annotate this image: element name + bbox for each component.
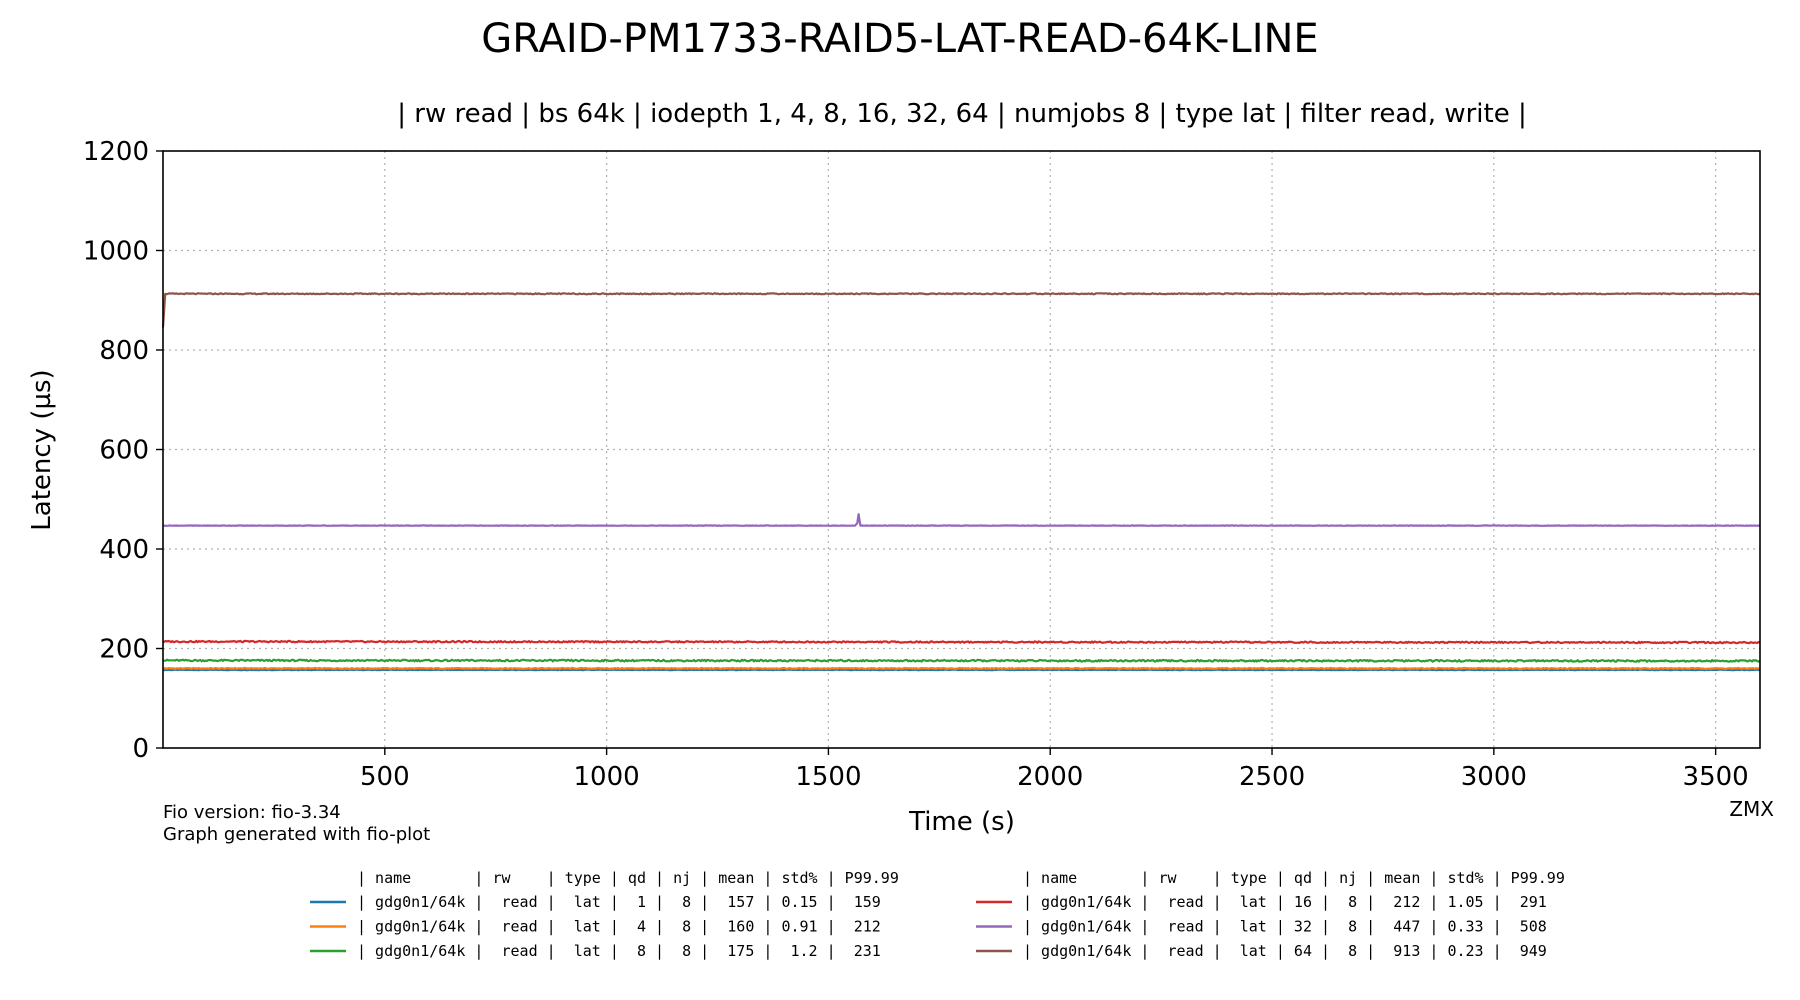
y-tick-label: 400 bbox=[99, 535, 149, 565]
series-line-4 bbox=[162, 639, 1761, 645]
legend-header-right: | name | rw | type | qd | nj | mean | st… bbox=[1023, 869, 1565, 887]
legend-row: | gdg0n1/64k | read | lat | 8 | 8 | 175 … bbox=[357, 942, 881, 960]
x-tick-label: 500 bbox=[360, 762, 410, 792]
fio-version-note: Fio version: fio-3.34 bbox=[163, 802, 341, 823]
legend-row: | gdg0n1/64k | read | lat | 16 | 8 | 212… bbox=[1023, 893, 1547, 911]
series-line-1 bbox=[162, 668, 1761, 672]
y-tick-label: 0 bbox=[132, 734, 149, 764]
series-line-3 bbox=[162, 658, 1761, 663]
axis-ticks: 500 1000 1500 2000 2500 3000 3500 0 200 400 600 800… bbox=[83, 137, 1749, 792]
y-tick-label: 600 bbox=[99, 436, 149, 466]
watermark: ZMX bbox=[1729, 797, 1774, 821]
legend-row: | gdg0n1/64k | read | lat | 64 | 8 | 913… bbox=[1023, 942, 1547, 960]
legend-row: | gdg0n1/64k | read | lat | 32 | 8 | 447… bbox=[1023, 918, 1547, 936]
series-line-2 bbox=[162, 666, 1761, 670]
chart-title: GRAID-PM1733-RAID5-LAT-READ-64K-LINE bbox=[481, 16, 1318, 62]
legend-header-left: | name | rw | type | qd | nj | mean | st… bbox=[357, 869, 899, 887]
legend: | name | rw | type | qd | nj | mean | st… bbox=[310, 869, 1565, 960]
plot-frame bbox=[162, 150, 1761, 749]
x-tick-label: 3500 bbox=[1683, 762, 1749, 792]
y-tick-label: 1200 bbox=[83, 137, 149, 167]
x-tick-label: 1500 bbox=[795, 762, 861, 792]
x-tick-label: 1000 bbox=[574, 762, 640, 792]
series-layer bbox=[161, 292, 1761, 672]
generator-note: Graph generated with fio-plot bbox=[163, 824, 430, 845]
legend-row: | gdg0n1/64k | read | lat | 4 | 8 | 160 … bbox=[357, 918, 881, 936]
x-tick-label: 3000 bbox=[1461, 762, 1527, 792]
legend-row: | gdg0n1/64k | read | lat | 1 | 8 | 157 … bbox=[357, 893, 881, 911]
series-line-6 bbox=[161, 292, 1761, 328]
grid-lines bbox=[163, 150, 1760, 748]
series-line-5 bbox=[163, 513, 1761, 527]
y-axis-label: Latency (µs) bbox=[27, 369, 57, 530]
y-tick-label: 200 bbox=[99, 635, 149, 665]
y-tick-label: 800 bbox=[99, 336, 149, 366]
x-tick-label: 2000 bbox=[1017, 762, 1083, 792]
chart-subtitle: | rw read | bs 64k | iodepth 1, 4, 8, 16… bbox=[397, 99, 1526, 129]
y-tick-label: 1000 bbox=[83, 237, 149, 267]
x-tick-label: 2500 bbox=[1239, 762, 1305, 792]
x-axis-label: Time (s) bbox=[908, 807, 1015, 837]
